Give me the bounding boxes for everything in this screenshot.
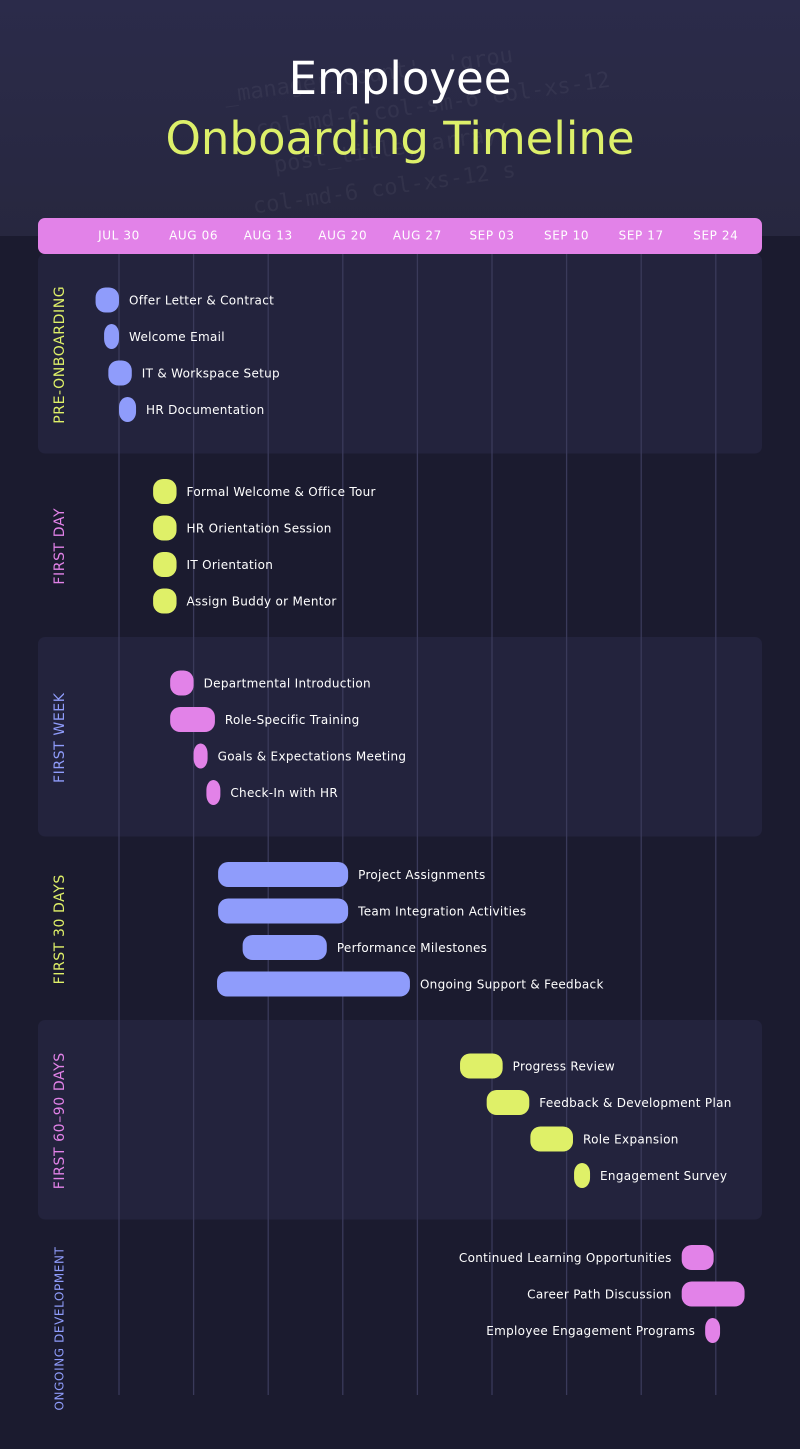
page-title-line2: Onboarding Timeline xyxy=(165,112,635,165)
task-label: Team Integration Activities xyxy=(357,905,526,919)
task-label: Feedback & Development Plan xyxy=(539,1096,731,1110)
x-tick-label: SEP 17 xyxy=(619,229,664,243)
task-bar xyxy=(486,1090,530,1115)
task-label: Project Assignments xyxy=(358,868,485,882)
task-label: Engagement Survey xyxy=(600,1169,727,1183)
task-bar xyxy=(217,971,410,997)
task-bar xyxy=(574,1163,591,1188)
group-panel xyxy=(38,1020,762,1220)
group-label: FIRST WEEK xyxy=(52,692,68,783)
task-label: IT & Workspace Setup xyxy=(142,367,280,381)
task-bar xyxy=(530,1126,573,1152)
task-bar xyxy=(681,1245,714,1270)
task-label: Welcome Email xyxy=(129,330,225,344)
group-label: PRE-ONBOARDING xyxy=(52,286,68,424)
task-bar xyxy=(218,862,349,887)
task-bar xyxy=(153,552,177,577)
task-bar xyxy=(95,287,119,313)
group-label: FIRST 30 DAYS xyxy=(52,874,68,984)
group-panel xyxy=(38,254,762,454)
task-bar xyxy=(170,707,215,732)
task-label: Role Expansion xyxy=(583,1133,679,1147)
task-bar xyxy=(218,898,349,924)
task-bar xyxy=(681,1281,745,1307)
group-label: ONGOING DEVELOPMENT xyxy=(53,1246,67,1410)
x-tick-label: JUL 30 xyxy=(97,229,140,243)
group-panel xyxy=(38,637,762,837)
task-bar xyxy=(206,780,221,805)
x-tick-label: SEP 03 xyxy=(469,229,514,243)
x-tick-label: SEP 24 xyxy=(693,229,738,243)
task-label: Role-Specific Training xyxy=(225,713,360,727)
task-bar xyxy=(153,479,177,504)
task-label: Formal Welcome & Office Tour xyxy=(187,485,376,499)
task-label: Offer Letter & Contract xyxy=(129,294,274,308)
task-label: HR Orientation Session xyxy=(187,522,332,536)
task-bar xyxy=(242,935,327,960)
task-label: Ongoing Support & Feedback xyxy=(420,978,604,992)
group-label: FIRST 60–90 DAYS xyxy=(52,1052,68,1189)
x-tick-label: AUG 13 xyxy=(244,229,293,243)
x-tick-label: SEP 10 xyxy=(544,229,589,243)
task-label: Employee Engagement Programs xyxy=(486,1324,695,1338)
page-title-line1: Employee xyxy=(288,52,512,105)
x-tick-label: AUG 27 xyxy=(393,229,442,243)
x-tick-label: AUG 06 xyxy=(169,229,218,243)
task-bar xyxy=(108,360,132,386)
task-label: HR Documentation xyxy=(146,403,264,417)
task-bar xyxy=(460,1053,503,1079)
task-bar xyxy=(193,743,208,769)
task-label: Continued Learning Opportunities xyxy=(459,1251,672,1265)
x-tick-label: AUG 20 xyxy=(318,229,367,243)
timeline-header-bar xyxy=(38,218,762,254)
task-bar xyxy=(119,397,137,422)
task-label: Progress Review xyxy=(513,1060,615,1074)
hero-header: _manager_count', 'grou col-md-6 col-sm-6… xyxy=(0,0,800,236)
task-label: Departmental Introduction xyxy=(204,677,371,691)
task-label: IT Orientation xyxy=(187,558,274,572)
task-bar xyxy=(104,324,119,349)
group-label: FIRST DAY xyxy=(52,508,68,585)
task-bar xyxy=(170,670,194,696)
task-label: Career Path Discussion xyxy=(527,1288,672,1302)
task-bar xyxy=(153,515,177,541)
task-bar xyxy=(153,588,177,614)
task-label: Goals & Expectations Meeting xyxy=(218,750,407,764)
task-label: Performance Milestones xyxy=(337,941,487,955)
task-label: Check-In with HR xyxy=(230,786,338,800)
task-label: Assign Buddy or Mentor xyxy=(187,595,337,609)
task-bar xyxy=(705,1318,721,1343)
